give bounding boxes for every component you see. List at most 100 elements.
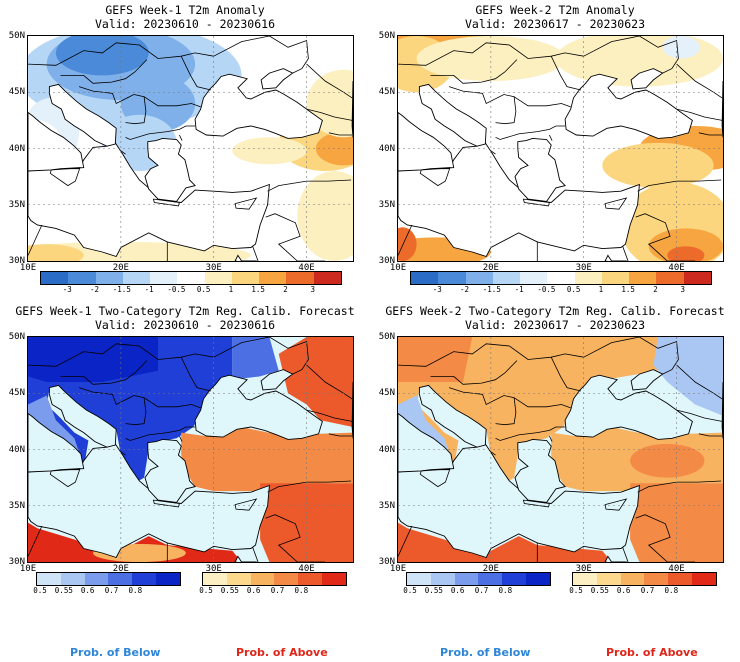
colorbar-swatch <box>322 573 346 585</box>
country-border <box>676 63 723 99</box>
anomaly-region <box>648 228 723 261</box>
colorbar-tick-label: -2 <box>90 285 100 294</box>
sea-area <box>28 142 270 258</box>
colorbar-tick-label: 2 <box>653 285 658 294</box>
sea-area <box>721 80 723 138</box>
prob-above-region <box>398 337 473 382</box>
colorbar-swatch <box>407 573 431 585</box>
colorbar-swatch <box>492 272 521 284</box>
colorbar-swatch <box>683 272 711 284</box>
latitude-label: 30N <box>8 256 25 266</box>
sea-area <box>398 142 640 258</box>
colorbar-swatch <box>95 272 123 284</box>
colorbar-tick-label: 0.6 <box>80 586 95 595</box>
colorbar-tick-label: 3 <box>310 285 315 294</box>
country-border <box>622 547 629 562</box>
country-border <box>143 96 201 108</box>
colorbar-tick-label: -3 <box>62 285 72 294</box>
sea-area <box>398 412 455 473</box>
longitude-label: 20E <box>482 263 499 273</box>
colorbar-tick-label: 0.5 <box>569 586 583 595</box>
panel-valid: Valid: 20230617 - 20230623 <box>464 17 645 31</box>
island-outline <box>234 197 258 210</box>
country-border <box>180 357 211 392</box>
latitude-label: 45N <box>378 388 395 399</box>
panel-valid: Valid: 20230617 - 20230623 <box>464 318 645 332</box>
sea-area <box>194 374 323 440</box>
sea-area <box>28 412 85 473</box>
colorbar-swatch <box>41 272 69 284</box>
country-border <box>430 59 518 84</box>
latitude-label: 40N <box>378 143 395 154</box>
latitude-label: 40N <box>8 143 25 154</box>
anomaly-region <box>662 36 700 59</box>
sea-area <box>48 83 117 147</box>
country-border <box>306 63 353 99</box>
country-border <box>495 125 566 140</box>
colorbar-swatch <box>629 272 657 284</box>
colorbar-tick-label: -1 <box>514 285 524 294</box>
country-border <box>213 337 309 375</box>
country-border <box>328 433 353 437</box>
sea-area <box>351 381 353 439</box>
country-border <box>28 525 43 557</box>
latitude-label: 45N <box>378 87 395 98</box>
sea-area <box>418 83 487 147</box>
country-border <box>28 343 214 367</box>
colorbar-swatch <box>313 272 341 284</box>
island-outline <box>120 150 126 155</box>
latitude-label: 50N <box>378 31 395 41</box>
prob-below-colorbar <box>36 572 181 586</box>
country-border <box>28 42 214 66</box>
island-outline <box>152 499 180 508</box>
country-border <box>583 337 679 375</box>
island-outline <box>604 197 628 210</box>
probability-map-week1 <box>27 336 354 563</box>
colorbar-swatch <box>644 573 669 585</box>
panel-week2-probability: GEFS Week-2 Two-Category T2m Reg. Calib.… <box>370 300 740 600</box>
colorbar-swatch <box>574 272 602 284</box>
sea-area <box>144 137 196 202</box>
colorbar-swatch <box>430 573 455 585</box>
colorbar-swatch <box>465 272 493 284</box>
colorbar-swatch <box>526 573 550 585</box>
colorbar-swatch <box>547 272 575 284</box>
prob-below-region <box>653 337 723 416</box>
footer-prob-below-right: Prob. of Below <box>440 646 531 659</box>
longitude-label: 20E <box>112 263 129 273</box>
sea-area <box>604 254 627 261</box>
footer-prob-above-right: Prob. of Above <box>606 646 698 659</box>
country-border <box>398 525 413 557</box>
island-outline <box>522 198 550 207</box>
panel-week2-anomaly: GEFS Week-2 T2m Anomaly Valid: 20230617 … <box>370 0 740 300</box>
colorbar-tick-label: 0.55 <box>424 586 443 595</box>
sea-area <box>351 80 353 138</box>
sea-area <box>234 254 257 261</box>
anomaly-colorbar <box>40 271 342 285</box>
country-border <box>698 433 723 437</box>
country-border <box>306 108 353 121</box>
longitude-label: 20E <box>482 564 499 574</box>
footer-prob-above-left: Prob. of Above <box>236 646 328 659</box>
latitude-label: 35N <box>8 199 25 210</box>
colorbar-swatch <box>156 573 180 585</box>
colorbar-swatch <box>286 272 314 284</box>
country-border <box>78 86 147 125</box>
longitude-label: 40E <box>298 263 315 273</box>
colorbar-tick-label: 1.5 <box>621 285 635 294</box>
anomaly-region <box>28 244 84 261</box>
country-border <box>495 426 566 441</box>
longitude-label: 30E <box>575 564 592 574</box>
panel-week1-probability: GEFS Week-1 Two-Category T2m Reg. Calib.… <box>0 300 370 600</box>
colorbar-swatch <box>411 272 439 284</box>
probability-map-week2 <box>397 336 724 563</box>
colorbar-tick-label: 0.5 <box>566 285 581 294</box>
colorbar-tick-label: 2 <box>283 285 288 294</box>
sea-area <box>194 73 323 139</box>
colorbar-swatch <box>108 573 133 585</box>
country-border <box>676 409 723 422</box>
country-border <box>213 36 309 74</box>
colorbar-swatch <box>68 272 96 284</box>
panel-title: GEFS Week-1 T2m Anomaly <box>105 3 265 17</box>
country-border <box>513 96 571 108</box>
